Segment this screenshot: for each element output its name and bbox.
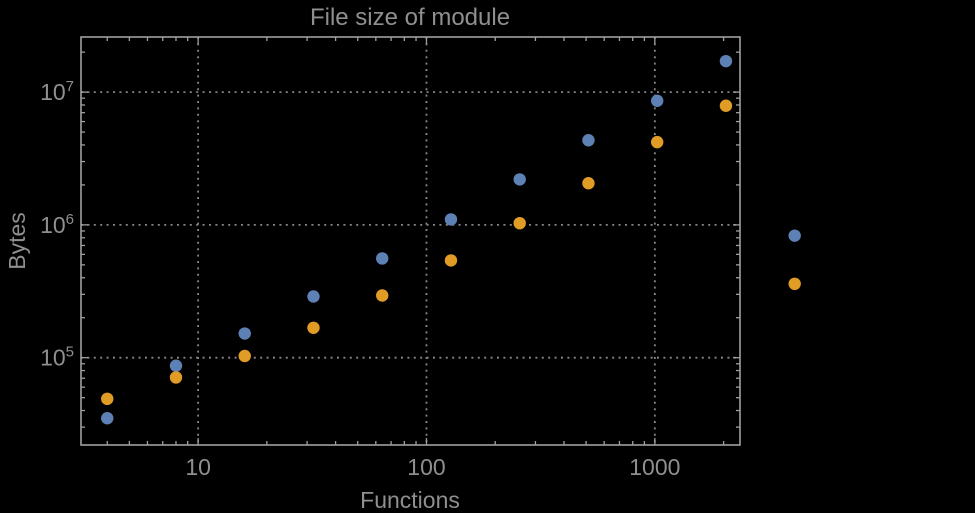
data-point-orange-series bbox=[307, 321, 320, 334]
y-tick-label: 107 bbox=[40, 78, 74, 105]
data-point-orange-series bbox=[444, 254, 458, 267]
data-point-orange-series bbox=[719, 99, 733, 112]
data-point-orange-series bbox=[376, 289, 389, 302]
data-point-orange-series bbox=[788, 277, 801, 291]
data-point-blue-series bbox=[169, 359, 183, 372]
y-axis-label: Bytes bbox=[4, 212, 30, 270]
chart-title: File size of module bbox=[310, 4, 510, 31]
data-point-orange-series bbox=[650, 135, 664, 149]
data-point-blue-series bbox=[238, 327, 251, 340]
plot-frame bbox=[80, 36, 741, 446]
x-tick-label: 10 bbox=[185, 454, 211, 480]
data-point-blue-series bbox=[444, 213, 458, 226]
data-point-blue-series bbox=[101, 412, 114, 425]
plot-generated-layer: 10 100 1000 105 106 107 bbox=[40, 36, 801, 480]
data-point-blue-series bbox=[376, 252, 389, 265]
x-axis-label: Functions bbox=[360, 487, 460, 513]
data-point-blue-series bbox=[513, 173, 526, 186]
data-point-blue-series bbox=[650, 94, 664, 108]
data-point-orange-series bbox=[582, 177, 595, 190]
y-tick-label: 105 bbox=[40, 344, 74, 371]
data-point-blue-series bbox=[582, 134, 595, 147]
data-point-orange-series bbox=[238, 349, 251, 363]
x-tick-label: 100 bbox=[407, 454, 445, 480]
y-tick-label: 106 bbox=[40, 211, 74, 238]
data-point-blue-series bbox=[788, 229, 801, 242]
data-point-blue-series bbox=[307, 290, 320, 303]
x-tick-label: 1000 bbox=[629, 454, 680, 480]
data-point-blue-series bbox=[719, 54, 733, 68]
data-point-orange-series bbox=[101, 392, 114, 406]
data-point-orange-series bbox=[513, 216, 526, 230]
data-point-orange-series bbox=[169, 371, 183, 384]
